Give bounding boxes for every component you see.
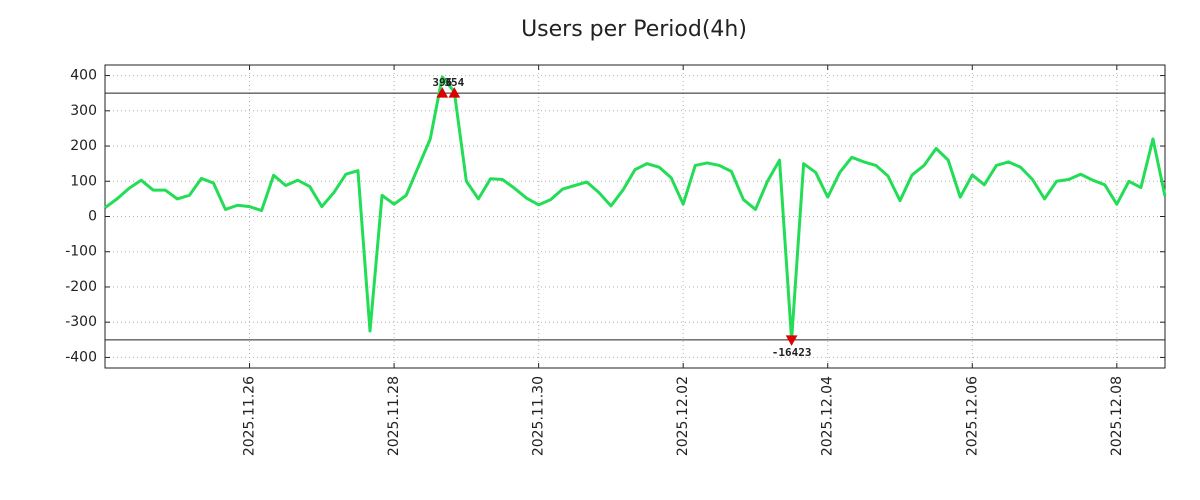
y-tick-label: 400 [70,68,97,84]
x-tick-label: 2025.12.02 [675,376,691,456]
x-tick-label: 2025.12.08 [1109,376,1125,456]
annotation-marker [785,335,798,346]
y-tick-label: -300 [65,314,97,330]
x-tick-label: 2025.12.06 [964,376,980,456]
x-tick-label: 2025.11.26 [242,376,258,456]
x-tick-label: 2025.11.28 [386,376,402,456]
line-series [104,75,1167,342]
x-tick-label: 2025.11.30 [531,376,547,456]
y-tick-label: 300 [70,103,97,119]
y-tick-label: -200 [65,279,97,295]
x-tick-label: 2025.12.04 [820,376,836,456]
annotation-label: -16423 [772,346,812,359]
y-tick-label: 0 [88,209,97,225]
y-tick-label: 100 [70,173,97,189]
annotation-label: 354 [444,76,464,89]
chart-title: Users per Period(4h) [521,17,747,42]
annotation-marker [436,87,449,98]
annotation-label: 396 [432,76,452,89]
y-tick-label: -400 [65,349,97,365]
y-tick-label: -100 [65,244,97,260]
y-tick-label: 200 [70,138,97,154]
annotation-marker [448,87,461,98]
